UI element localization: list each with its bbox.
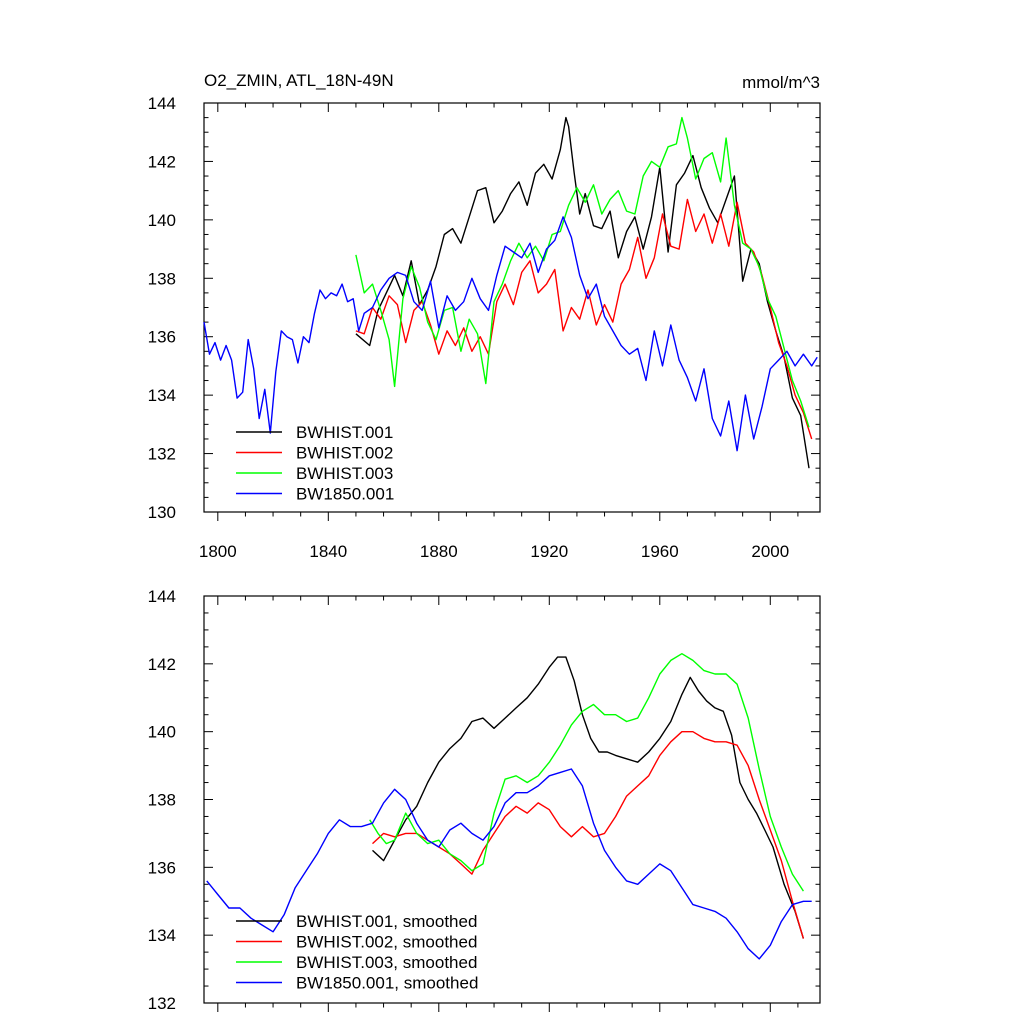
y-tick-label: 142 bbox=[148, 152, 176, 171]
y-tick-label: 130 bbox=[148, 503, 176, 522]
y-tick-label: 132 bbox=[148, 445, 176, 464]
legend-label: BWHIST.002 bbox=[296, 444, 393, 463]
y-tick-label: 142 bbox=[148, 655, 176, 674]
legend-label: BW1850.001, smoothed bbox=[296, 974, 478, 993]
top-panel: 130 132 134 136 138 140 142 144 1800 1840 1880 1920… bbox=[148, 94, 821, 561]
title-right: mmol/m^3 bbox=[742, 73, 820, 92]
bottom-panel: 132 134 136 138 140 142 144 BWHIST.001, smoothe… bbox=[148, 587, 821, 1013]
y-tick-label: 134 bbox=[148, 386, 176, 405]
y-tick-label: 134 bbox=[148, 926, 176, 945]
series-line bbox=[355, 116, 810, 469]
y-tick-label: 138 bbox=[148, 269, 176, 288]
series-line bbox=[355, 198, 813, 440]
y-tick-label: 132 bbox=[148, 994, 176, 1013]
title-left: O2_ZMIN, ATL_18N-49N bbox=[204, 71, 394, 90]
series-line bbox=[203, 216, 818, 452]
series-line bbox=[372, 731, 805, 939]
x-tick-label: 1800 bbox=[199, 542, 237, 561]
legend-label: BW1850.001 bbox=[296, 485, 394, 504]
x-tick-label: 1880 bbox=[420, 542, 458, 561]
y-tick-label: 140 bbox=[148, 723, 176, 742]
legend-label: BWHIST.003 bbox=[296, 464, 393, 483]
series-line bbox=[355, 116, 810, 428]
y-tick-label: 138 bbox=[148, 791, 176, 810]
y-tick-label: 136 bbox=[148, 328, 176, 347]
x-tick-label: 1920 bbox=[530, 542, 568, 561]
legend-label: BWHIST.001 bbox=[296, 423, 393, 442]
x-tick-label: 1840 bbox=[309, 542, 347, 561]
x-tick-label: 2000 bbox=[751, 542, 789, 561]
y-tick-label: 144 bbox=[148, 94, 176, 113]
series-line bbox=[206, 768, 812, 960]
y-tick-label: 144 bbox=[148, 587, 176, 606]
y-tick-label: 140 bbox=[148, 211, 176, 230]
y-tick-label: 136 bbox=[148, 858, 176, 877]
legend-label: BWHIST.002, smoothed bbox=[296, 933, 477, 952]
series-line bbox=[372, 656, 805, 939]
legend-label: BWHIST.003, smoothed bbox=[296, 953, 477, 972]
series-line bbox=[369, 653, 804, 892]
x-tick-label: 1960 bbox=[641, 542, 679, 561]
legend-label: BWHIST.001, smoothed bbox=[296, 912, 477, 931]
